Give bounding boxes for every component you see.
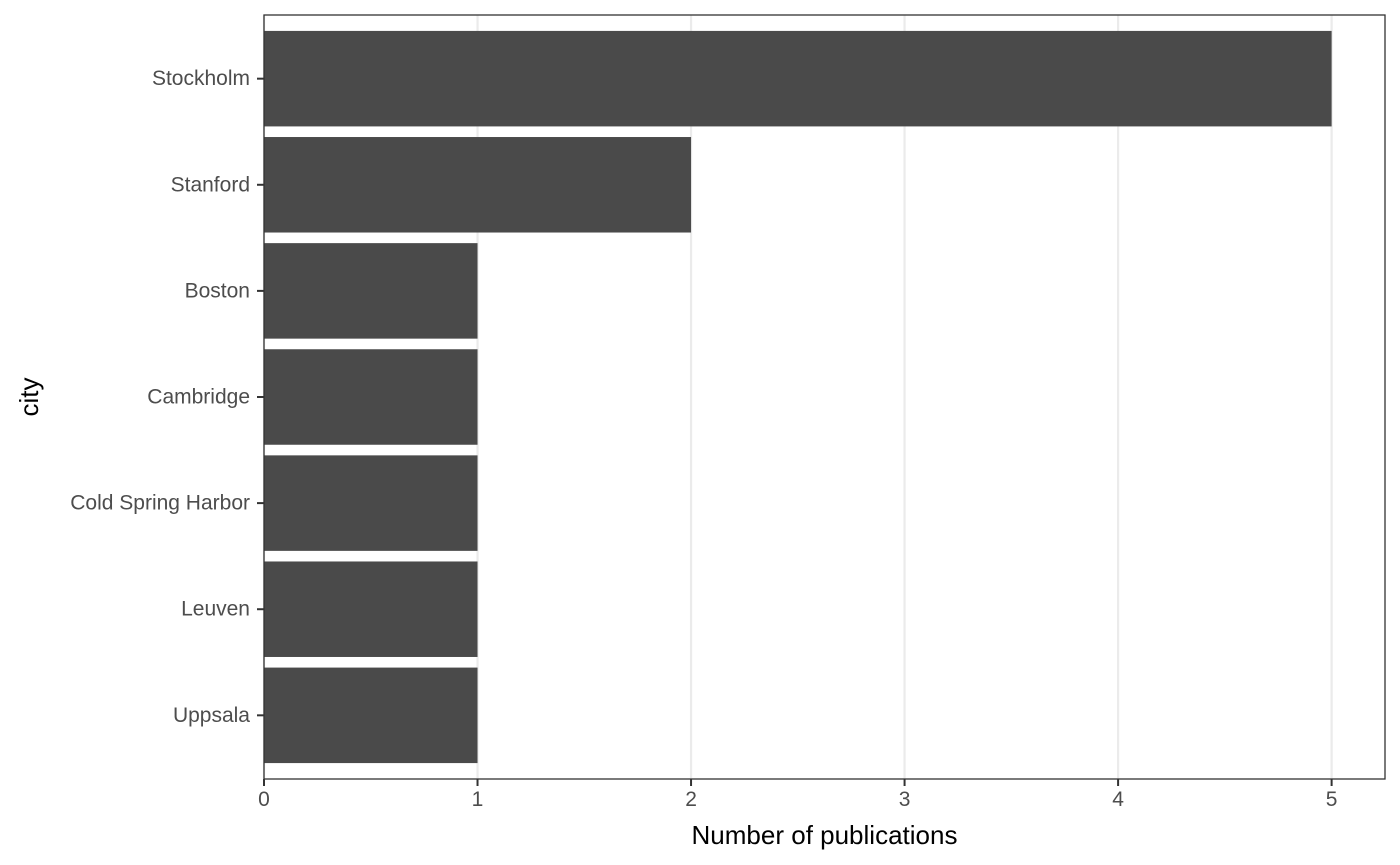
- bars: [264, 30, 1332, 764]
- bar-stanford: [264, 137, 692, 233]
- x-tick-label: 0: [258, 788, 270, 811]
- bar-uppsala: [264, 667, 478, 764]
- y-tick-label: Cold Spring Harbor: [70, 492, 250, 515]
- bar-stockholm: [264, 30, 1332, 127]
- x-tick-label: 4: [1112, 788, 1124, 811]
- x-tick-label: 1: [472, 788, 484, 811]
- x-tick-label: 5: [1326, 788, 1338, 811]
- y-axis-title: city: [14, 378, 44, 417]
- bar-cold-spring-harbor: [264, 455, 478, 551]
- y-axis: Stockholm Stanford Boston Cambridge Cold Spr…: [70, 67, 264, 727]
- y-tick-label: Stanford: [171, 173, 250, 196]
- y-tick-label: Boston: [185, 279, 250, 302]
- x-tick-label: 3: [899, 788, 911, 811]
- y-tick-label: Uppsala: [173, 704, 250, 727]
- bar-boston: [264, 243, 478, 339]
- bar-cambridge: [264, 349, 478, 445]
- y-tick-label: Cambridge: [147, 386, 250, 409]
- x-tick-label: 2: [685, 788, 697, 811]
- y-tick-label: Stockholm: [152, 67, 250, 90]
- bar-leuven: [264, 561, 478, 657]
- y-tick-label: Leuven: [181, 598, 250, 621]
- x-axis: 0 1 2 3 4 5: [258, 779, 1337, 811]
- x-axis-title: Number of publications: [692, 820, 958, 850]
